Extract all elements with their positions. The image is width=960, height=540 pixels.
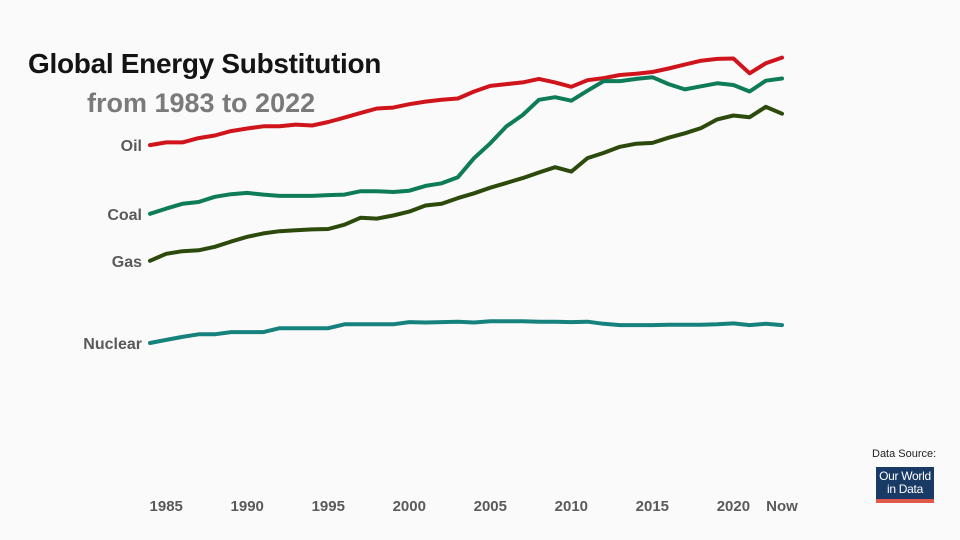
x-tick-label: Now <box>766 498 798 515</box>
series-line-nuclear <box>148 319 784 345</box>
series-line-gas <box>148 104 784 263</box>
series-label-oil: Oil <box>121 138 142 155</box>
x-tick-label: 1990 <box>231 498 264 515</box>
x-tick-label: 2010 <box>555 498 588 515</box>
owid-logo-line-2: in Data <box>887 482 923 496</box>
x-tick-label: 2000 <box>393 498 426 515</box>
chart-title: Global Energy Substitution <box>28 48 382 79</box>
owid-logo-line-1: Our World <box>879 469 931 483</box>
x-tick-label: 2015 <box>636 498 669 515</box>
x-tick-label: 1995 <box>312 498 345 515</box>
series-label-gas: Gas <box>112 254 142 271</box>
series-line-oil <box>148 55 784 148</box>
x-tick-label: 1985 <box>150 498 183 515</box>
series-line-coal <box>148 75 784 216</box>
x-tick-label: 2020 <box>717 498 750 515</box>
data-source-label: Data Source: <box>872 448 937 460</box>
x-tick-label: 2005 <box>474 498 507 515</box>
series-label-nuclear: Nuclear <box>83 336 142 353</box>
series-label-coal: Coal <box>107 207 142 224</box>
owid-logo[interactable]: Our World in Data <box>876 467 934 503</box>
chart-subtitle: from 1983 to 2022 <box>87 88 316 118</box>
